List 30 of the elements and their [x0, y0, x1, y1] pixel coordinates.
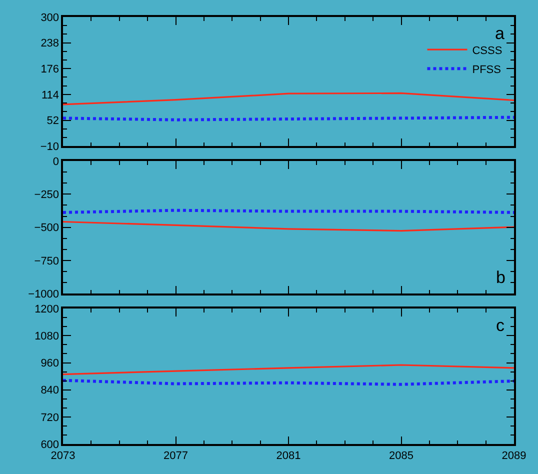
y-tick-label: −500: [34, 222, 60, 234]
y-tick-label: −10: [40, 140, 60, 153]
y-tick-label: 600: [40, 438, 60, 451]
line-series: [63, 364, 514, 376]
x-tick-label: 2089: [502, 450, 526, 462]
y-tick-label: 176: [40, 63, 60, 76]
y-tick-label: −250: [34, 189, 60, 202]
y-tick-label: 114: [42, 89, 60, 102]
x-tick-label: 2077: [164, 450, 188, 462]
y-tick-label: 52: [46, 115, 60, 128]
y-tick-label: 840: [40, 384, 60, 397]
annotation: b: [496, 268, 506, 287]
x-tick-label: 2073: [50, 450, 76, 462]
x-tick-label: 2081: [276, 450, 301, 462]
line-series: [63, 92, 514, 106]
y-tick-label: 1080: [34, 330, 60, 343]
annotation: c: [496, 316, 505, 335]
annotation: a: [495, 24, 505, 43]
y-tick-label: 238: [40, 38, 60, 50]
y-tick-label: 0: [52, 156, 60, 168]
y-tick-label: 1200: [34, 303, 60, 316]
legend-label: CSSS: [472, 44, 502, 57]
x-tick-label: 2085: [389, 450, 414, 462]
y-tick-label: 960: [40, 358, 60, 370]
y-tick-label: −1000: [28, 288, 60, 300]
y-tick-label: 300: [40, 12, 60, 24]
line-series: [63, 220, 514, 232]
legend-label: PFSS: [472, 64, 501, 76]
y-tick-label: −750: [34, 255, 60, 268]
y-tick-label: 720: [40, 412, 60, 424]
